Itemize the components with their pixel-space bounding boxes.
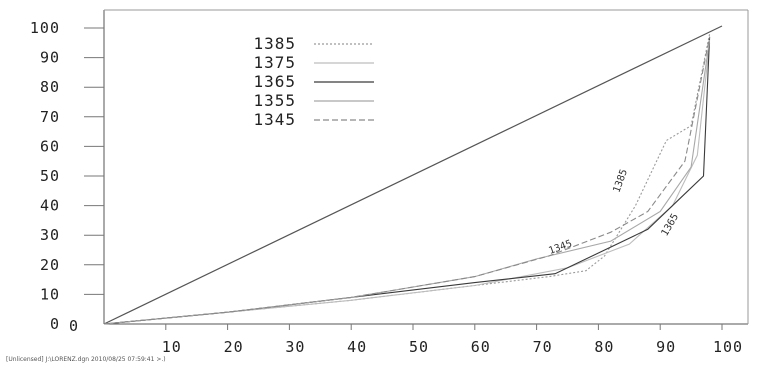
legend-label-1355: 1355	[253, 91, 296, 110]
y-tick-label: 30	[40, 226, 60, 244]
y-tick-label: 100	[30, 19, 60, 37]
x-tick-label: 60	[471, 338, 491, 356]
legend-label-1385: 1385	[253, 34, 296, 53]
legend-label-1375: 1375	[253, 53, 296, 72]
series-line-1345	[103, 36, 711, 325]
y-tick-label: 20	[40, 256, 60, 274]
x-tick-label: 10	[162, 338, 182, 356]
diagonal-line	[103, 25, 723, 325]
diagonal-line	[103, 25, 723, 325]
y-tick-label: 90	[40, 49, 60, 67]
y-tick-label: 50	[40, 167, 60, 185]
x-tick-label: 20	[224, 338, 244, 356]
y-tick-label: 70	[40, 108, 60, 126]
x-tick-label: 80	[594, 338, 614, 356]
legend-label-1365: 1365	[253, 72, 296, 91]
annotation-label: 1345	[547, 238, 573, 257]
x-tick-label: 40	[347, 338, 367, 356]
x-tick-label: 30	[285, 338, 305, 356]
x-tick-label: 100	[713, 338, 743, 356]
y-tick-label: 10	[40, 285, 60, 303]
axes	[103, 9, 749, 325]
series-line-1385	[103, 33, 711, 325]
y-tick-label: 80	[40, 78, 60, 96]
annotation-label: 1365	[660, 212, 682, 238]
y-tick-label: 40	[40, 197, 60, 215]
footer-text: [Unlicensed] J:\LORENZ.dgn 2010/08/25 07…	[6, 356, 166, 363]
y-tick-label: 0	[50, 315, 60, 333]
annotations: 1385 1365 1345	[547, 168, 681, 257]
y-tick-label: 60	[40, 137, 60, 155]
x-tick-label: 50	[409, 338, 429, 356]
series-lines	[103, 33, 711, 325]
origin-label: 0	[69, 317, 79, 335]
legend-label-1345: 1345	[253, 110, 296, 129]
x-tick-label: 70	[533, 338, 553, 356]
x-tick-label: 90	[656, 338, 676, 356]
annotation-label: 1385	[611, 168, 630, 194]
